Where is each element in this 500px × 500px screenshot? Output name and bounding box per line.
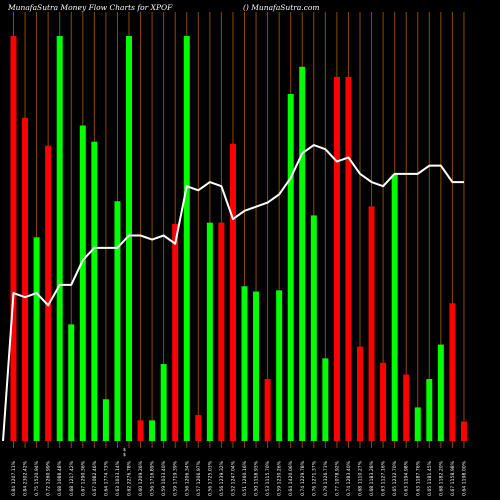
- bar: [56, 36, 63, 441]
- bar: [33, 237, 40, 441]
- tick-label: 0.74 1283.40%: [346, 460, 352, 496]
- tick-label: 0.67 1158.98%: [450, 460, 456, 496]
- tick-label: 0.68 1217.42%: [69, 460, 75, 496]
- tick-label: 0.59 1230.26%: [277, 460, 283, 496]
- bar: [241, 286, 248, 441]
- bar: [322, 358, 329, 441]
- tick-label: 0.76 1271.37%: [311, 460, 317, 496]
- tick-label: 0.68 1183.28%: [369, 460, 375, 496]
- bar: [368, 206, 375, 441]
- bar: [380, 362, 387, 441]
- bar: [45, 145, 52, 441]
- tick-label: 0.68 1182.20%: [438, 460, 444, 496]
- tick-label: 0.50 1158.93%: [254, 460, 260, 496]
- bar: [126, 36, 132, 441]
- bar: [276, 290, 283, 441]
- tick-label: 0.63 1194.98%: [404, 460, 410, 496]
- bar: [229, 143, 236, 442]
- dollar-annotation: $: [123, 447, 126, 453]
- bar: [137, 420, 144, 441]
- bar: [253, 291, 260, 441]
- tick-label: 0.74 1229.78%: [300, 460, 306, 496]
- bar: [172, 223, 179, 441]
- money-flow-line: [2, 144, 464, 442]
- bar: [160, 364, 167, 441]
- tick-label: 0.63 1033.14%: [115, 460, 121, 496]
- dollar-annotation: $: [123, 452, 126, 458]
- tick-label: 0.75 1520.94%: [34, 460, 40, 496]
- bar: [68, 324, 75, 441]
- tick-label: 0.77 1078.92%: [334, 460, 340, 496]
- tick-label: 0.56 1716.89%: [150, 460, 156, 496]
- tick-label: 0.56 1239.32%: [219, 460, 225, 496]
- tick-label: 0.68 1110.27%: [358, 460, 364, 496]
- bar: [79, 125, 86, 441]
- tick-label: 0.62 2276.78%: [127, 460, 133, 496]
- tick-label: 0.53 1115.70%: [265, 460, 271, 496]
- tick-label: 0.65 1181.45%: [427, 460, 433, 496]
- chart-title: MunafaSutra Money Flow Charts for XPOF: [8, 3, 173, 12]
- bar: [437, 344, 444, 441]
- bar: [10, 36, 17, 441]
- bar: [426, 379, 433, 441]
- tick-label: 0.57 1206.97%: [196, 460, 202, 496]
- bar: [102, 399, 109, 441]
- tick-label: 0.67 1082.46%: [92, 460, 98, 496]
- site-watermark: () MunafaSutra.com: [243, 3, 320, 12]
- bar: [333, 76, 340, 441]
- tick-label: 0.64 1420.06%: [288, 460, 294, 496]
- bar: [22, 117, 29, 441]
- tick-label: 0.72 1260.99%: [46, 460, 52, 496]
- tick-label: 0.56 1725.03%: [207, 460, 213, 496]
- bar: [206, 222, 213, 441]
- bar: [218, 222, 225, 441]
- tick-label: 0.56 1206.34%: [184, 460, 190, 496]
- tick-label: 0.52 1247.04%: [230, 460, 236, 496]
- bar: [345, 76, 352, 441]
- tick-label: 0.60 1209.26%: [138, 460, 144, 496]
- bar: [299, 66, 306, 441]
- bar: [91, 141, 98, 441]
- tick-label: 0.84 1207.11%: [11, 460, 17, 496]
- tick-label: 0.64 1198.00%: [461, 460, 467, 496]
- x-tick-labels: 0.84 1207.11% 0.84 2302.42% 0.75 1520.94% 0…: [11, 460, 467, 496]
- tick-label: 0.51 1260.16%: [242, 460, 248, 496]
- bar: [195, 415, 202, 441]
- annotations: $$: [123, 447, 126, 458]
- bar: [449, 303, 456, 441]
- bar: [403, 374, 410, 441]
- bar: [357, 346, 363, 441]
- tick-label: 0.63 1187.76%: [415, 460, 421, 496]
- bar: [149, 420, 156, 441]
- bar-series: [10, 36, 467, 442]
- tick-label: 0.63 1127.16%: [381, 460, 387, 496]
- tick-label: 0.59 1033.40%: [161, 460, 167, 496]
- tick-label: 0.67 1290.36%: [80, 460, 86, 496]
- bar: [414, 407, 421, 441]
- tick-label: 0.64 1774.73%: [103, 460, 109, 496]
- bar: [310, 215, 317, 441]
- tick-label: 0.84 2302.42%: [23, 460, 29, 496]
- tick-label: 0.68 1088.48%: [57, 460, 63, 496]
- bar: [183, 36, 190, 441]
- bar: [391, 174, 398, 441]
- tick-label: 0.59 1719.39%: [173, 460, 179, 496]
- bar: [264, 379, 271, 441]
- bar: [287, 93, 294, 441]
- bar: [460, 421, 467, 441]
- tick-label: 0.79 1326.73%: [323, 460, 329, 496]
- line-series: [2, 144, 464, 442]
- bar: [114, 201, 121, 441]
- tick-label: 0.65 1232.70%: [392, 460, 398, 496]
